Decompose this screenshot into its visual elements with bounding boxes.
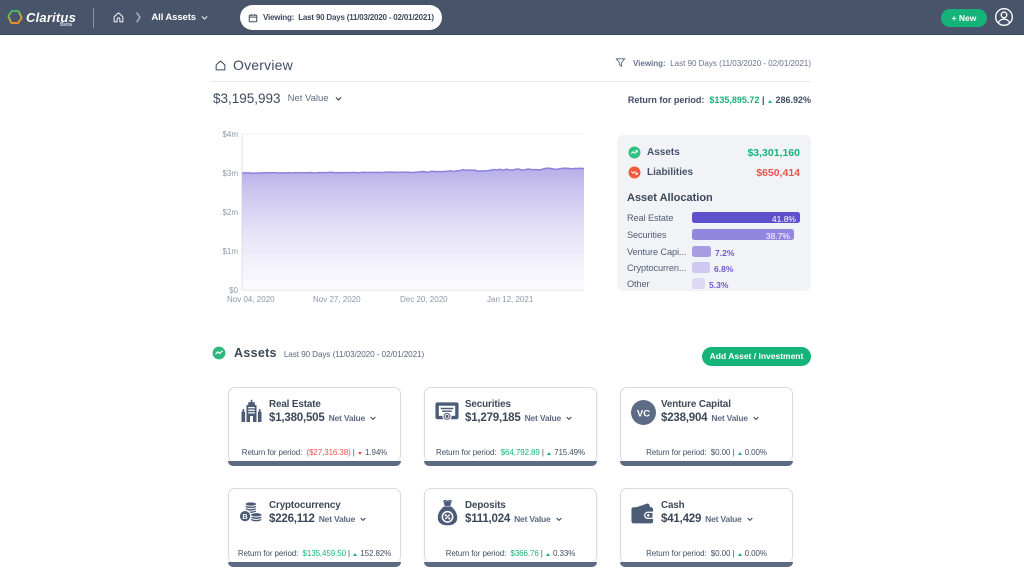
svg-text:$3m: $3m	[222, 169, 238, 178]
svg-text:$0: $0	[229, 286, 238, 295]
svg-text:Nov 04, 2020: Nov 04, 2020	[227, 295, 275, 304]
svg-text:B: B	[242, 512, 248, 521]
svg-text:Jan 12, 2021: Jan 12, 2021	[487, 295, 534, 304]
svg-text:Dec 20, 2020: Dec 20, 2020	[400, 295, 448, 304]
svg-text:Nov 27, 2020: Nov 27, 2020	[313, 295, 361, 304]
svg-text:$4m: $4m	[222, 130, 238, 139]
svg-text:$2m: $2m	[222, 208, 238, 217]
svg-text:VC: VC	[636, 408, 649, 419]
svg-text:$1m: $1m	[222, 247, 238, 256]
